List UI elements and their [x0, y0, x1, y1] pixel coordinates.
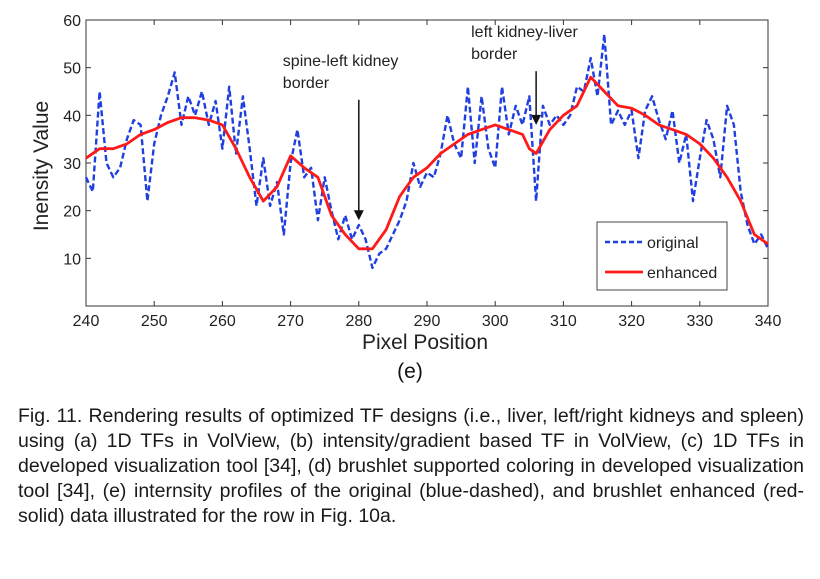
x-tick-label: 310 — [550, 313, 577, 330]
x-tick-label: 320 — [618, 313, 645, 330]
annotations: spine-left kidney border left kidney-liver… — [283, 24, 578, 221]
legend: original enhanced — [596, 221, 728, 291]
annotation-text: left kidney-liver — [471, 24, 578, 41]
y-tick-label: 30 — [63, 156, 81, 173]
series-lines — [84, 33, 770, 270]
y-tick-label: 10 — [63, 251, 81, 268]
x-tick-label: 280 — [345, 313, 372, 330]
legend-label-original: original — [647, 235, 699, 252]
x-tick-label: 260 — [209, 313, 236, 330]
x-tick-label: 300 — [482, 313, 509, 330]
x-tick-label: 290 — [414, 313, 441, 330]
y-tick-label: 50 — [63, 61, 81, 78]
axes: 240 250 260 270 280 290 300 310 320 330 340 10 20 30 4… — [63, 13, 781, 330]
x-tick-label: 240 — [73, 313, 100, 330]
annotation-text: border — [471, 46, 518, 63]
y-tick-label: 20 — [63, 204, 81, 221]
x-tick-label: 250 — [141, 313, 168, 330]
x-tick-label: 330 — [686, 313, 713, 330]
y-tick-label: 60 — [63, 13, 81, 30]
intensity-profile-chart: 240 250 260 270 280 290 300 310 320 330 340 10 20 30 4… — [30, 13, 781, 354]
x-tick-label: 340 — [755, 313, 782, 330]
x-tick-label: 270 — [277, 313, 304, 330]
panel-label: (e) — [397, 360, 423, 383]
y-axis-label: Inensity Value — [30, 101, 53, 231]
legend-label-enhanced: enhanced — [647, 265, 717, 282]
annotation-text: border — [283, 75, 330, 92]
x-axis-label: Pixel Position — [362, 331, 488, 354]
figure-caption: Fig. 11. Rendering results of optimized … — [18, 405, 804, 527]
annotation-text: spine-left kidney — [283, 53, 399, 70]
annotation-arrowhead — [353, 210, 364, 221]
legend-box — [596, 221, 728, 291]
series-line-original — [84, 33, 770, 270]
series-line-enhanced — [85, 75, 769, 251]
y-tick-label: 40 — [63, 108, 81, 125]
annotation-arrowhead — [531, 114, 542, 125]
